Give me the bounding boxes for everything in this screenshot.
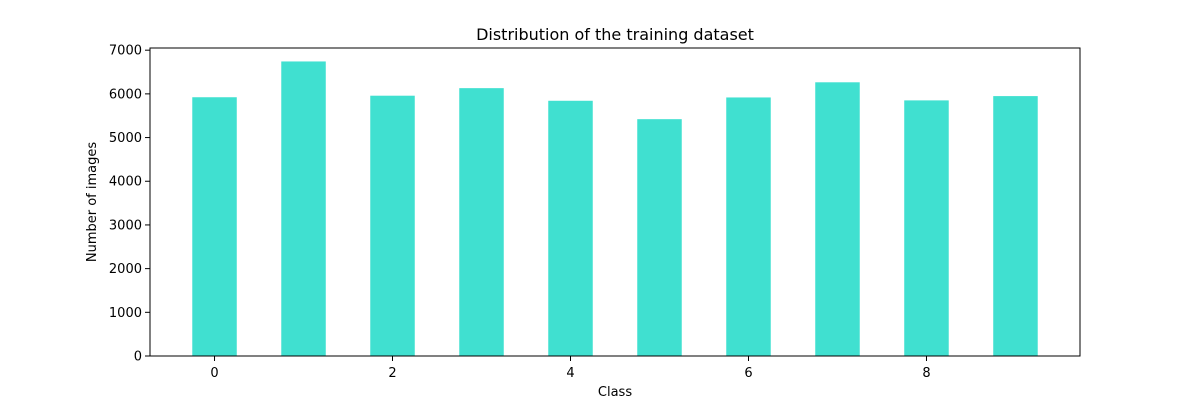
y-tick-label: 0 — [134, 350, 142, 365]
bar-class-3 — [459, 88, 504, 356]
x-tick-label: 2 — [388, 366, 396, 381]
bars-group — [192, 61, 1038, 357]
bar-class-4 — [548, 100, 593, 357]
bar-class-6 — [726, 97, 771, 357]
bar-class-7 — [815, 82, 860, 356]
x-tick-label: 6 — [744, 366, 752, 381]
y-axis: 0 1000 2000 3000 4000 5000 6000 7000 — [109, 44, 150, 365]
y-tick-label: 1000 — [109, 306, 142, 321]
plot-frame — [149, 47, 1081, 357]
y-tick-label: 5000 — [109, 131, 142, 146]
bar-class-0 — [192, 97, 237, 356]
x-tick-label: 8 — [922, 366, 930, 381]
bar-class-1 — [281, 61, 326, 357]
bar-class-2 — [370, 95, 415, 356]
y-axis-label: Number of images — [85, 142, 100, 263]
y-tick-label: 2000 — [109, 262, 142, 277]
y-tick-label: 4000 — [109, 175, 142, 190]
bar-class-5 — [637, 119, 682, 356]
x-axis-label: Class — [598, 385, 632, 400]
x-axis: 0 2 4 6 8 — [210, 356, 931, 381]
x-tick-label: 0 — [210, 366, 218, 381]
chart-title: Distribution of the training dataset — [476, 25, 754, 44]
bar-class-9 — [993, 96, 1038, 356]
x-tick-label: 4 — [566, 366, 574, 381]
y-tick-label: 6000 — [109, 87, 142, 102]
y-tick-label: 3000 — [109, 218, 142, 233]
bar-class-8 — [904, 100, 949, 357]
y-tick-label: 7000 — [109, 44, 142, 59]
